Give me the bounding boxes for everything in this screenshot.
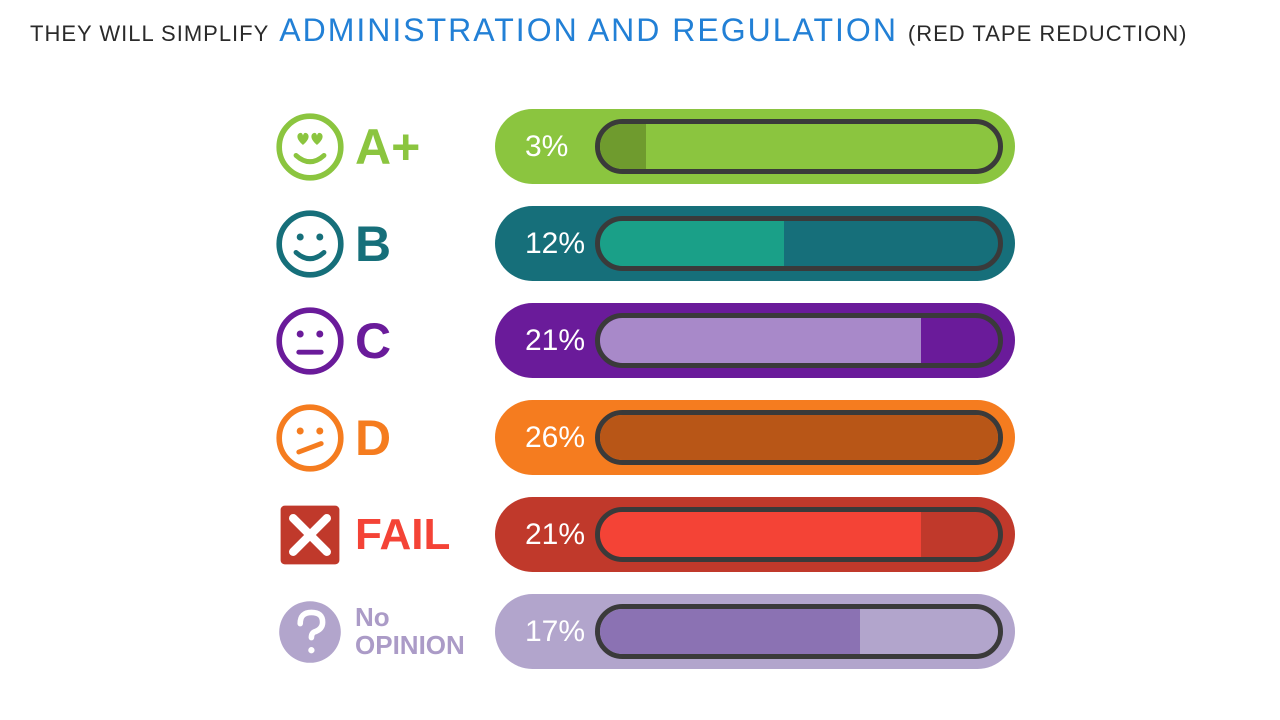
title-post: (RED TAPE REDUCTION) bbox=[908, 21, 1188, 47]
grade-bar: 21% bbox=[495, 497, 1015, 572]
grade-row-noopinion: NoOPINION 17% bbox=[265, 594, 1280, 669]
smirk-icon bbox=[265, 403, 355, 473]
title-pre: THEY WILL SIMPLIFY bbox=[30, 21, 269, 47]
bar-fill bbox=[600, 415, 998, 460]
grade-row-b: B 12% bbox=[265, 206, 1280, 281]
percent-label: 21% bbox=[525, 324, 585, 358]
bar-track bbox=[595, 507, 1003, 562]
percent-label: 26% bbox=[525, 421, 585, 455]
question-icon bbox=[265, 597, 355, 667]
bar-fill bbox=[600, 124, 646, 169]
grade-bar: 17% bbox=[495, 594, 1015, 669]
grade-label: FAIL bbox=[355, 510, 495, 560]
smile-icon bbox=[265, 209, 355, 279]
grade-bar: 26% bbox=[495, 400, 1015, 475]
grade-label: NoOPINION bbox=[355, 604, 495, 659]
bar-fill bbox=[600, 512, 921, 557]
page-title: THEY WILL SIMPLIFY ADMINISTRATION AND RE… bbox=[0, 0, 1280, 49]
bar-track bbox=[595, 216, 1003, 271]
grade-row-fail: FAIL 21% bbox=[265, 497, 1280, 572]
grade-label: A+ bbox=[355, 118, 495, 176]
grade-chart: A+ 3% B 12% C 21% D 26% FAIL 21% NoOPINION 17% bbox=[0, 109, 1280, 669]
bar-fill bbox=[600, 609, 860, 654]
title-main: ADMINISTRATION AND REGULATION bbox=[279, 12, 898, 49]
bar-fill bbox=[600, 221, 784, 266]
bar-track bbox=[595, 604, 1003, 659]
grade-bar: 21% bbox=[495, 303, 1015, 378]
bar-track bbox=[595, 119, 1003, 174]
percent-label: 3% bbox=[525, 130, 568, 164]
grade-label: D bbox=[355, 409, 495, 467]
bar-track bbox=[595, 313, 1003, 368]
grade-label: B bbox=[355, 215, 495, 273]
bar-track bbox=[595, 410, 1003, 465]
x-box-icon bbox=[265, 500, 355, 570]
grade-row-d: D 26% bbox=[265, 400, 1280, 475]
bar-fill bbox=[600, 318, 921, 363]
heart-eyes-icon bbox=[265, 112, 355, 182]
grade-row-c: C 21% bbox=[265, 303, 1280, 378]
percent-label: 21% bbox=[525, 518, 585, 552]
percent-label: 12% bbox=[525, 227, 585, 261]
grade-row-aplus: A+ 3% bbox=[265, 109, 1280, 184]
grade-bar: 3% bbox=[495, 109, 1015, 184]
percent-label: 17% bbox=[525, 615, 585, 649]
grade-label: C bbox=[355, 312, 495, 370]
neutral-icon bbox=[265, 306, 355, 376]
grade-bar: 12% bbox=[495, 206, 1015, 281]
